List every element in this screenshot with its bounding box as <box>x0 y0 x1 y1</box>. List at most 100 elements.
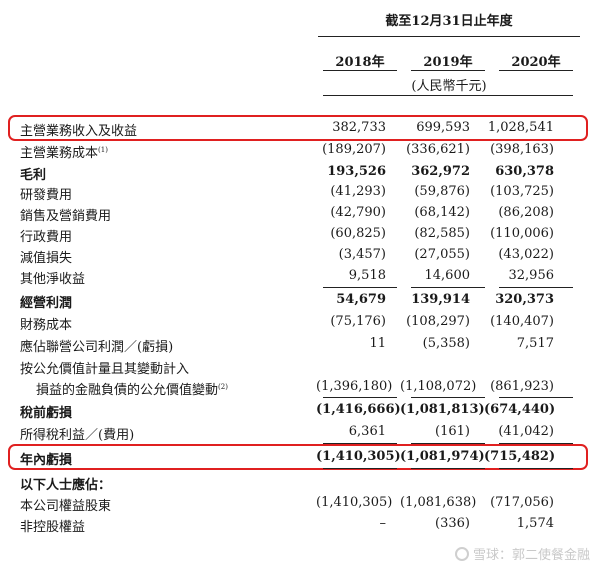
table-row: 所得稅利益／(費用) 6,361 (161) (41,042) <box>0 422 600 443</box>
value-cell: 32,956 <box>508 268 555 283</box>
row-label: 本公司權益股東 <box>20 495 111 514</box>
value-cell: (140,407) <box>490 314 554 329</box>
subtotal-rule <box>323 287 397 288</box>
row-label-text: 按公允價值計量且其變動計入 <box>20 362 190 377</box>
value-cell: (1,410,305) <box>316 495 393 510</box>
table-row: 稅前虧損 (1,416,666) (1,081,813) (674,440) <box>0 400 600 421</box>
table-row: 本公司權益股東 (1,410,305) (1,081,638) (717,056) <box>0 493 600 514</box>
value-cell: (1,396,180) <box>316 379 393 394</box>
year-rule-2018 <box>323 70 397 71</box>
value-cell: (1,108,072) <box>400 379 477 394</box>
value-cell: 9,518 <box>348 268 386 283</box>
row-label: 財務成本 <box>20 314 72 333</box>
subtotal-rule <box>411 397 485 398</box>
watermark-text: 雪球：郭二使餐金融 <box>472 548 590 563</box>
value-cell: (41,042) <box>498 424 554 439</box>
subtotal-rule <box>323 468 397 469</box>
value-cell: – <box>379 516 387 531</box>
table-row: 應佔聯營公司利潤／(虧損) 11 (5,358) 7,517 <box>0 334 600 355</box>
value-cell: (5,358) <box>422 336 470 351</box>
value-cell: 1,574 <box>516 516 554 531</box>
value-cell: (717,056) <box>490 495 554 510</box>
period-header: 截至12月31日止年度 <box>385 14 513 29</box>
row-label: 稅前虧損 <box>20 402 72 421</box>
header-rule-top <box>318 36 580 37</box>
row-label-text: 主營業務收入及收益 <box>20 124 138 139</box>
table-row: 年內虧損 (1,410,305) (1,081,974) (715,482) <box>0 447 600 468</box>
row-label-text: 行政費用 <box>20 230 73 245</box>
highlight-box <box>8 115 588 141</box>
row-label: 年內虧損 <box>20 449 72 468</box>
value-cell: (42,790) <box>330 205 386 220</box>
value-cell: (41,293) <box>330 184 386 199</box>
row-label-text: 其他淨收益 <box>20 272 86 287</box>
table-row: 行政費用 (60,825) (82,585) (110,006) <box>0 224 600 245</box>
value-cell: (861,923) <box>490 379 554 394</box>
value-cell: (1,410,305) <box>316 449 401 464</box>
year-rule-2019 <box>411 70 485 71</box>
table-row: 非控股權益 – (336) 1,574 <box>0 514 600 535</box>
row-label-text: 財務成本 <box>20 318 73 333</box>
currency-unit: (人民幣千元) <box>411 79 487 94</box>
table-row: 其他淨收益 9,518 14,600 32,956 <box>0 266 600 287</box>
value-cell: (43,022) <box>498 247 554 262</box>
row-label: 減值損失 <box>20 247 72 266</box>
value-cell: 362,972 <box>411 164 470 179</box>
row-label: 損益的金融負債的公允價值變動(2) <box>36 379 228 398</box>
value-cell: 699,593 <box>416 120 470 135</box>
row-label: 其他淨收益 <box>20 268 85 287</box>
row-label-text: 非控股權益 <box>20 520 86 535</box>
row-label: 非控股權益 <box>20 516 85 535</box>
value-cell: (110,006) <box>490 226 554 241</box>
value-cell: (60,825) <box>330 226 386 241</box>
row-label: 研發費用 <box>20 184 72 203</box>
table-row: 銷售及營銷費用 (42,790) (68,142) (86,208) <box>0 203 600 224</box>
row-label-text: 年內虧損 <box>20 453 73 468</box>
subtotal-rule <box>411 287 485 288</box>
row-label: 主營業務收入及收益 <box>20 120 137 139</box>
value-cell: 1,028,541 <box>487 120 554 135</box>
row-label-text: 銷售及營銷費用 <box>20 209 112 224</box>
value-cell: (75,176) <box>330 314 386 329</box>
value-cell: (189,207) <box>322 142 386 157</box>
value-cell: (1,081,813) <box>400 402 485 417</box>
table-row: 以下人士應佔： <box>0 472 600 493</box>
value-cell: 54,679 <box>336 292 386 307</box>
year-rule-2020 <box>499 70 573 71</box>
subtotal-rule <box>499 443 573 444</box>
value-cell: 6,361 <box>348 424 386 439</box>
value-cell: (674,440) <box>484 402 556 417</box>
row-label-text: 稅前虧損 <box>20 406 73 421</box>
row-label-text: 減值損失 <box>20 251 73 266</box>
value-cell: 630,378 <box>495 164 554 179</box>
table-row: 按公允價值計量且其變動計入 <box>0 356 600 377</box>
subtotal-rule <box>323 397 397 398</box>
value-cell: (59,876) <box>414 184 470 199</box>
value-cell: (108,297) <box>406 314 470 329</box>
value-cell: (86,208) <box>498 205 554 220</box>
table-row: 經營利潤 54,679 139,914 320,373 <box>0 290 600 311</box>
row-label: 行政費用 <box>20 226 72 245</box>
row-label: 所得稅利益／(費用) <box>20 424 134 443</box>
footnote-marker: (2) <box>218 383 228 391</box>
value-cell: (715,482) <box>484 449 556 464</box>
watermark: 雪球：郭二使餐金融 <box>454 544 590 563</box>
row-label: 經營利潤 <box>20 292 72 311</box>
table-row: 減值損失 (3,457) (27,055) (43,022) <box>0 245 600 266</box>
row-label: 應佔聯營公司利潤／(虧損) <box>20 336 173 355</box>
row-label: 銷售及營銷費用 <box>20 205 111 224</box>
table-row: 主營業務收入及收益 382,733 699,593 1,028,541 <box>0 118 600 139</box>
subtotal-rule <box>323 443 397 444</box>
value-cell: (1,081,638) <box>400 495 477 510</box>
subtotal-rule <box>411 443 485 444</box>
year-2020-header: 2020年 <box>511 55 561 70</box>
row-label-text: 應佔聯營公司利潤／(虧損) <box>20 340 174 355</box>
table-row: 財務成本 (75,176) (108,297) (140,407) <box>0 312 600 333</box>
highlight-box <box>8 444 588 470</box>
value-cell: 382,733 <box>332 120 386 135</box>
table-row: 損益的金融負債的公允價值變動(2) (1,396,180) (1,108,072) (… <box>0 377 600 398</box>
value-cell: (3,457) <box>338 247 386 262</box>
value-cell: (1,416,666) <box>316 402 401 417</box>
row-label-text: 經營利潤 <box>20 296 73 311</box>
row-label-text: 以下人士應佔： <box>20 478 112 493</box>
